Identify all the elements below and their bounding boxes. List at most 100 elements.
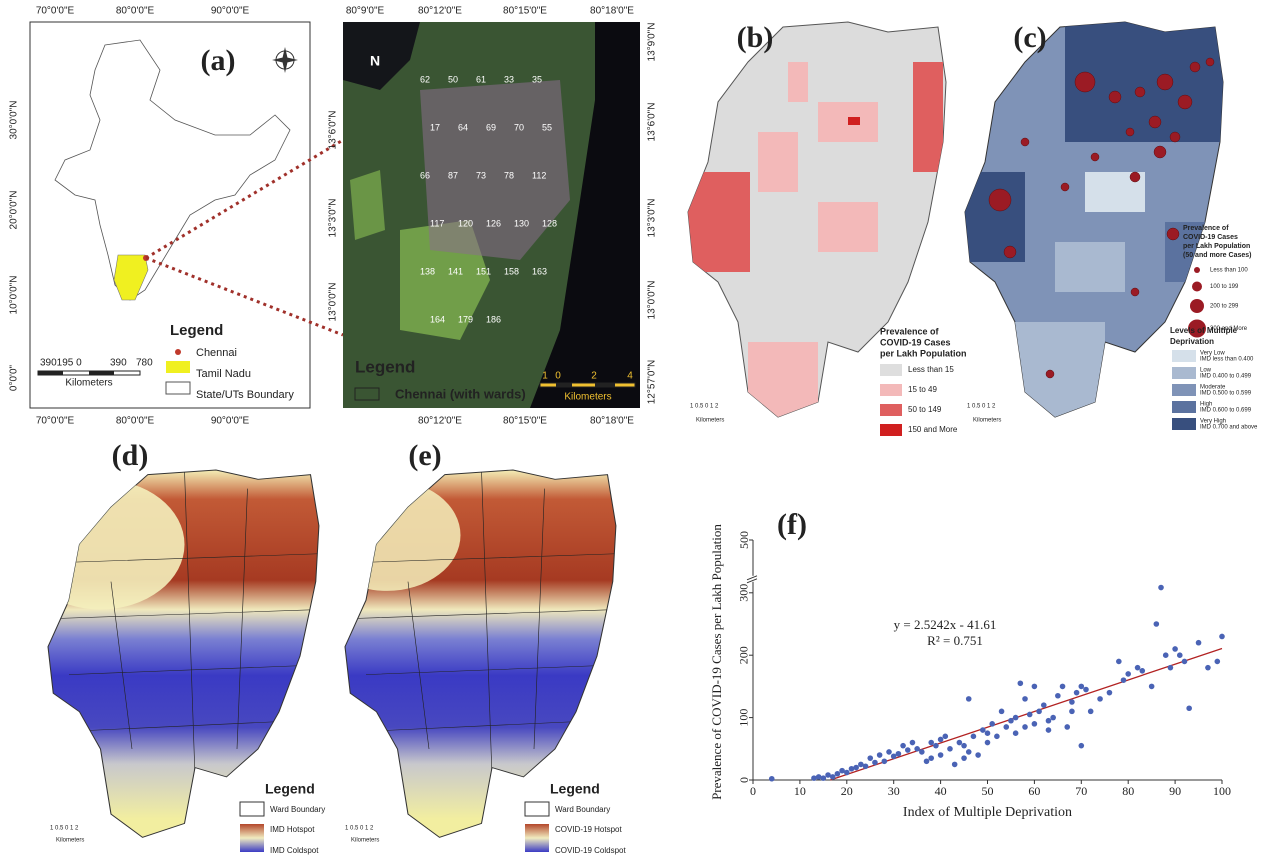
ward-number: 186 [486,314,501,324]
point [1036,709,1042,715]
ward-number: 164 [430,314,445,324]
legend-item: Ward Boundary [555,805,610,814]
point [1041,702,1047,708]
ward-number: 69 [486,122,496,132]
x-tick-label: 60 [1028,784,1040,798]
ward-number: 64 [458,122,468,132]
legend-item: Tamil Nadu [196,368,251,380]
ward-number: 151 [476,266,491,276]
legend-swatch [166,382,190,394]
ward-number: 158 [504,266,519,276]
scale-labels: 1 0.5 0 1 2 [967,404,996,410]
y-tick-label: 300 [737,584,751,602]
legend-item: State/UTs Boundary [196,389,294,401]
legend-swatch [525,802,549,816]
point [989,721,995,727]
point [1135,665,1141,671]
lat-label: 10°0'0"N [9,276,20,315]
legend-bubble [1194,267,1200,273]
lat-label: 13°0'0"N [647,281,658,320]
point [1079,684,1085,690]
scale-unit: Kilometers [696,418,724,424]
point [867,755,873,761]
legend-swatch [880,404,902,416]
legend-title: COVID-19 Cases [880,337,951,347]
legend-item: 100 to 199 [1210,284,1239,290]
scale-label: 0 [555,371,561,382]
point [914,746,920,752]
legend-title: per Lakh Population [880,348,967,358]
scale-labels: 1 0.5 0 1 2 [50,826,79,832]
legend-swatch [880,364,902,376]
point [1074,690,1080,696]
lat-label: 13°6'0"N [647,103,658,142]
y-tick-label: 100 [737,709,751,727]
point [928,740,934,746]
point [952,762,958,768]
lon-label: 80°15'0"E [503,416,547,427]
y-tick-label: 200 [737,646,751,664]
point [816,774,822,780]
lon-label: 70°0'0"E [36,6,75,17]
point [966,696,972,702]
point [821,775,827,781]
lat-label: 20°0'0"N [9,191,20,230]
point [1172,646,1178,652]
x-tick-label: 100 [1213,784,1231,798]
scale-bar [540,383,635,387]
lon-label: 80°12'0"E [418,416,462,427]
ward-number: 112 [532,170,546,180]
point [1050,715,1056,721]
point [1121,677,1127,683]
point [1003,724,1009,730]
scale-label: 4 [627,371,633,382]
x-tick-label: 10 [794,784,806,798]
panel-label: (d) [112,439,149,472]
scale-unit: Kilometers [65,378,112,389]
point [1046,727,1052,733]
legend-title: Legend [265,781,315,797]
panel-a: (a) Legend [30,22,343,408]
point [1196,640,1202,646]
point [1060,684,1066,690]
lat-label: 13°6'0"N [328,111,339,150]
point [1158,585,1164,591]
point [1125,671,1131,677]
point [985,730,991,736]
ward-number: 17 [430,122,440,132]
y-tick-label: 0 [737,777,751,783]
point [849,766,855,772]
ward-number: 141 [448,266,463,276]
point [1107,690,1113,696]
panel-label: (a) [201,44,236,77]
legend-item: IMD 0.400 to 0.499 [1200,374,1252,380]
legend-item: Chennai [196,347,237,359]
legend-title: Legend [355,357,415,376]
legend-title: per Lakh Population [1183,243,1250,250]
surface [314,479,461,591]
chart-title: (f) [777,508,807,541]
ward-number: 61 [476,74,486,84]
x-tick-label: 20 [841,784,853,798]
ward-number: 138 [420,266,435,276]
legend-bubble [1190,299,1204,313]
legend-title: Deprivation [1170,337,1214,346]
point [938,737,944,743]
point [1022,696,1028,702]
legend-item: COVID-19 Hotspot [555,825,622,834]
legend-title: Levels of Multiple [1170,326,1238,335]
legend-title: Legend [170,322,223,339]
panel-label: (b) [737,21,774,54]
point [994,734,1000,740]
point [905,747,911,753]
point [1008,718,1014,724]
point [1013,730,1019,736]
legend-title: COVID-19 Cases [1183,234,1238,241]
ward-number: 62 [420,74,430,84]
point [1055,693,1061,699]
point [769,776,775,782]
legend-swatch [1172,418,1196,430]
point [961,743,967,749]
point [863,763,869,769]
ward-number: 87 [448,170,458,180]
